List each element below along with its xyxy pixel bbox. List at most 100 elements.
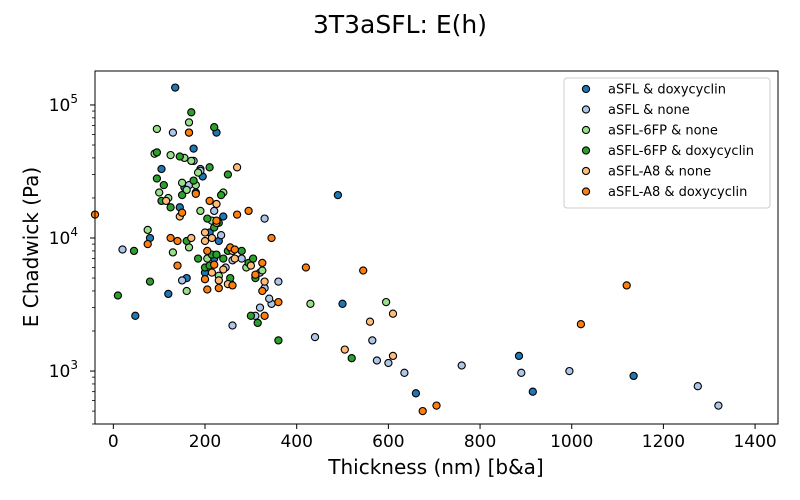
data-point: [219, 265, 228, 274]
data-point: [260, 311, 269, 320]
data-point: [113, 291, 123, 300]
x-axis: 0 200 400 600 800 1000 1200 1400: [108, 424, 777, 452]
data-point: [214, 276, 223, 285]
data-point: [157, 164, 166, 174]
data-point: [432, 401, 441, 410]
data-point: [177, 276, 187, 285]
data-point: [155, 188, 164, 197]
data-point: [368, 336, 377, 345]
data-point: [274, 297, 283, 307]
data-point: [207, 268, 217, 277]
data-point: [173, 236, 182, 246]
data-point: [131, 311, 140, 320]
x-tick-label: 1400: [733, 432, 776, 452]
data-point: [267, 233, 276, 243]
data-point: [129, 246, 139, 256]
x-tick-label: 0: [108, 432, 119, 452]
legend-label: aSFL-A8 & none: [608, 165, 711, 180]
chart-title: 3T3aSFL: E(h): [313, 10, 487, 39]
data-point: [200, 236, 210, 246]
data-point: [237, 254, 246, 263]
data-point: [210, 123, 219, 132]
x-tick-label: 1000: [550, 432, 593, 452]
data-point: [251, 270, 260, 279]
data-point: [193, 254, 203, 263]
data-point: [184, 118, 194, 127]
data-point: [576, 320, 586, 329]
data-point: [196, 206, 205, 216]
data-point: [260, 214, 269, 223]
data-point: [622, 281, 631, 290]
data-point: [175, 152, 184, 161]
data-point: [714, 401, 723, 410]
data-point: [265, 294, 274, 303]
data-point: [237, 246, 246, 256]
data-point: [187, 233, 196, 243]
data-point: [177, 190, 187, 200]
data-point: [365, 317, 375, 326]
data-point: [168, 128, 178, 137]
legend-label: aSFL & doxycyclin: [608, 83, 726, 98]
data-point: [274, 277, 283, 286]
data-point: [253, 318, 262, 328]
data-point: [219, 212, 228, 221]
y-tick-label: 104: [49, 225, 78, 249]
data-point: [244, 206, 253, 216]
data-point: [177, 208, 187, 217]
data-point: [214, 283, 223, 293]
data-point: [347, 354, 356, 363]
data-point: [693, 382, 702, 391]
data-point: [193, 168, 203, 177]
data-point: [216, 190, 226, 200]
data-point: [333, 190, 343, 200]
data-point: [248, 254, 258, 263]
data-point: [164, 289, 173, 299]
data-point: [258, 258, 267, 268]
legend-marker: [581, 146, 591, 155]
data-point: [388, 351, 398, 361]
data-point: [152, 148, 162, 157]
data-point: [191, 189, 200, 198]
data-point: [143, 239, 152, 249]
x-tick-label: 800: [464, 432, 496, 452]
data-point: [203, 285, 212, 294]
data-point: [228, 281, 237, 290]
data-point: [232, 210, 242, 219]
data-point: [359, 266, 368, 275]
data-point: [189, 144, 198, 153]
data-point: [310, 332, 320, 342]
legend-label: aSFL-6FP & none: [608, 124, 718, 139]
data-point: [182, 286, 191, 296]
data-point: [223, 170, 233, 179]
legend-box: [563, 77, 771, 209]
data-point: [161, 196, 171, 206]
data-point: [177, 178, 187, 187]
data-point: [384, 358, 393, 368]
data-point: [166, 150, 175, 160]
data-point: [400, 368, 409, 377]
legend-marker: [581, 125, 591, 135]
data-point: [200, 228, 210, 237]
x-tick-label: 400: [280, 432, 312, 452]
data-point: [187, 156, 196, 166]
legend-marker: [581, 187, 591, 196]
data-point: [306, 299, 315, 308]
data-point: [203, 214, 212, 223]
legend-marker: [581, 84, 591, 94]
data-point: [212, 250, 221, 259]
data-point: [381, 297, 391, 307]
data-point: [187, 108, 196, 117]
data-point: [232, 163, 242, 172]
y-axis-label: E Chadwick (Pa): [19, 167, 43, 327]
data-point: [200, 275, 210, 284]
data-point: [168, 248, 178, 257]
data-point: [514, 351, 524, 361]
data-point: [203, 246, 212, 256]
data-point: [340, 345, 349, 354]
legend-marker: [581, 105, 591, 114]
plot-area: [90, 70, 779, 425]
legend-marker: [581, 166, 591, 176]
data-point: [230, 254, 239, 263]
data-point: [189, 176, 198, 185]
